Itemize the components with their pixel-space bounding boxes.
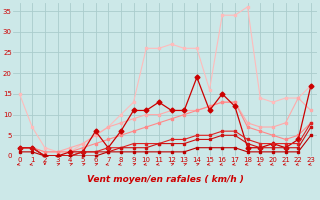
X-axis label: Vent moyen/en rafales ( km/h ): Vent moyen/en rafales ( km/h ) — [87, 174, 244, 184]
